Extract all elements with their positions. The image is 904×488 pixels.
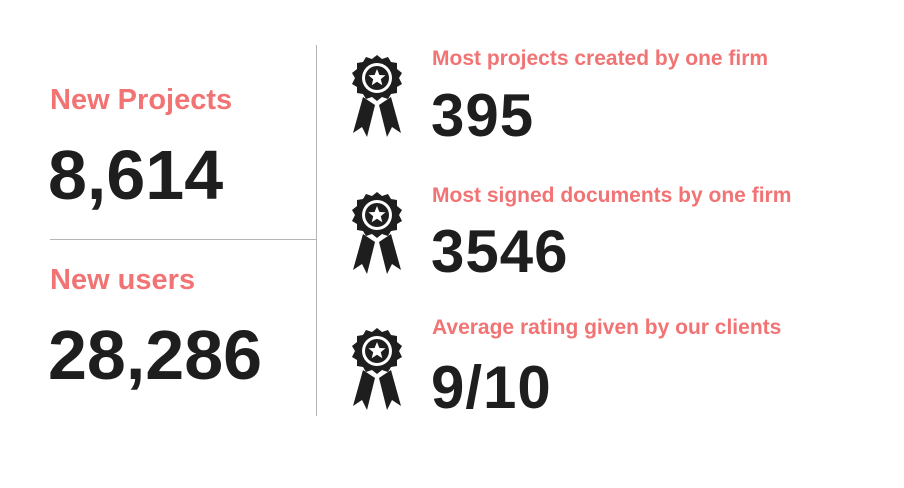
award-label: Most signed documents by one firm [432, 184, 792, 207]
award-value: 3546 [431, 218, 569, 285]
award-value: 395 [431, 82, 535, 149]
stat-label: New users [50, 264, 196, 296]
divider [50, 239, 316, 240]
divider [316, 45, 317, 416]
award-label: Average rating given by our clients [432, 316, 782, 339]
award-value: 9/10 [431, 354, 552, 421]
stat-value: 28,286 [48, 316, 263, 394]
award-icon [345, 190, 409, 276]
stat-value: 8,614 [48, 136, 224, 214]
award-icon [345, 53, 409, 139]
award-icon [345, 326, 409, 412]
award-label: Most projects created by one firm [432, 47, 769, 70]
stat-label: New Projects [50, 84, 233, 116]
